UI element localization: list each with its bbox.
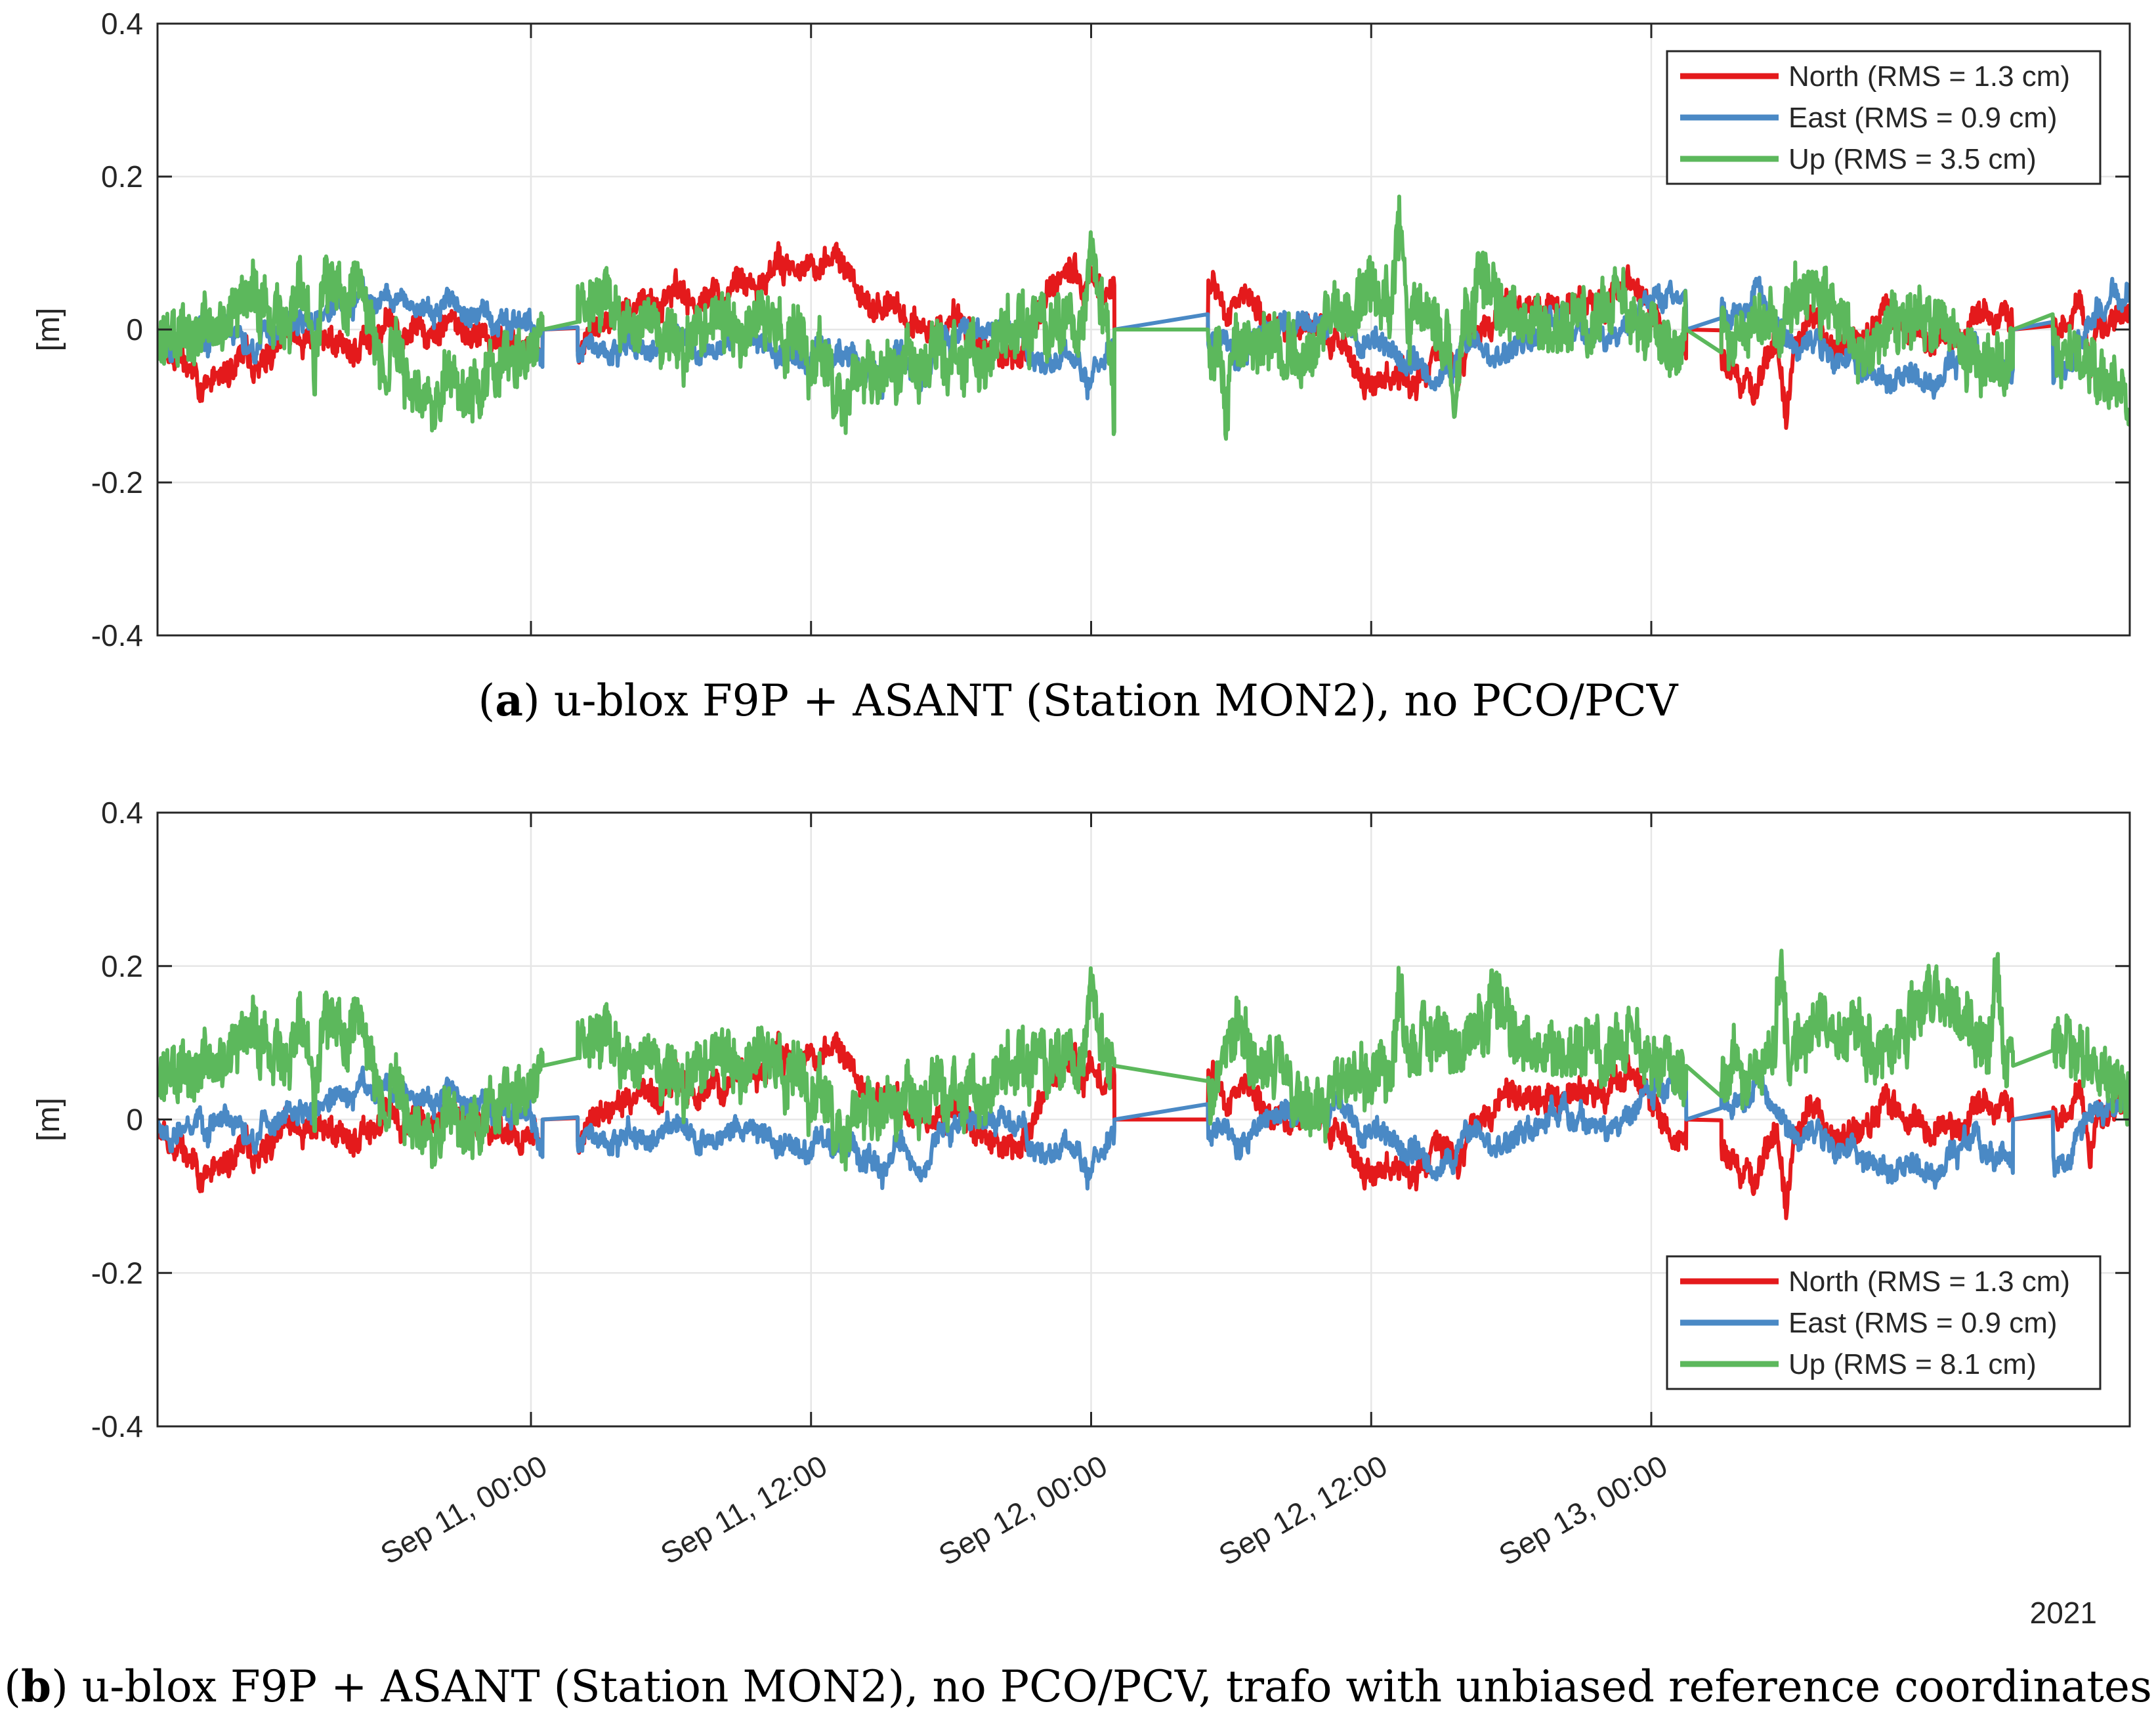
x-tick-label: Sep 12, 12:00 <box>1213 1449 1393 1572</box>
x-tick-label: Sep 11, 00:00 <box>375 1449 553 1571</box>
y-tick-label: 0.4 <box>101 796 143 830</box>
caption-b-label: b <box>20 1661 52 1712</box>
y-tick-label: -0.4 <box>91 1409 143 1443</box>
caption-b-text: u-blox F9P + ASANT (Station MON2), no PC… <box>68 1661 2152 1712</box>
x-tick-label: Sep 12, 00:00 <box>933 1449 1112 1572</box>
y-tick-label: -0.2 <box>91 1256 143 1290</box>
caption-a-label: a <box>495 675 524 726</box>
legend: North (RMS = 1.3 cm) East (RMS = 0.9 cm) U… <box>1666 1255 2102 1390</box>
legend-label: East (RMS = 0.9 cm) <box>1788 102 2058 134</box>
legend-label: North (RMS = 1.3 cm) <box>1788 60 2070 93</box>
y-axis-label: [m] <box>32 1098 66 1141</box>
y-axis-label: [m] <box>32 308 66 352</box>
y-tick-label: 0.2 <box>101 160 143 194</box>
series-group <box>158 949 2130 1220</box>
legend-label: East (RMS = 0.9 cm) <box>1788 1307 2058 1339</box>
y-tick-label: -0.2 <box>91 465 143 500</box>
x-tick-label: Sep 13, 00:00 <box>1493 1449 1673 1572</box>
caption-a-text: u-blox F9P + ASANT (Station MON2), no PC… <box>539 675 1678 726</box>
chart-panel-a: 0.4 0.2 0 -0.2 -0.4 [m] North (RMS = 1.3 cm) Ea… <box>32 7 2131 652</box>
legend-label: Up (RMS = 8.1 cm) <box>1788 1348 2037 1380</box>
caption-a: (a) u-blox F9P + ASANT (Station MON2), n… <box>478 675 1678 726</box>
legend-label: Up (RMS = 3.5 cm) <box>1788 143 2037 175</box>
series-group <box>158 194 2130 441</box>
y-tick-label: 0 <box>126 1103 143 1137</box>
series-line-east <box>158 1065 2130 1191</box>
y-tick-label: -0.4 <box>91 618 143 652</box>
caption-b: (b) u-blox F9P + ASANT (Station MON2), n… <box>4 1661 2152 1712</box>
series-line-up <box>158 194 2130 441</box>
y-tick-label: 0 <box>126 312 143 347</box>
y-tick-label: 0.2 <box>101 949 143 983</box>
y-tick-label: 0.4 <box>101 7 143 41</box>
series-line-up <box>158 949 2130 1172</box>
x-tick-label: Sep 11, 12:00 <box>655 1449 833 1571</box>
year-label: 2021 <box>2030 1596 2097 1630</box>
legend-label: North (RMS = 1.3 cm) <box>1788 1266 2070 1298</box>
chart-panel-b: 0.4 0.2 0 -0.2 -0.4 [m] Sep 11, 00:00 Sep 11, 1… <box>32 796 2131 1630</box>
legend: North (RMS = 1.3 cm) East (RMS = 0.9 cm) U… <box>1666 50 2102 185</box>
